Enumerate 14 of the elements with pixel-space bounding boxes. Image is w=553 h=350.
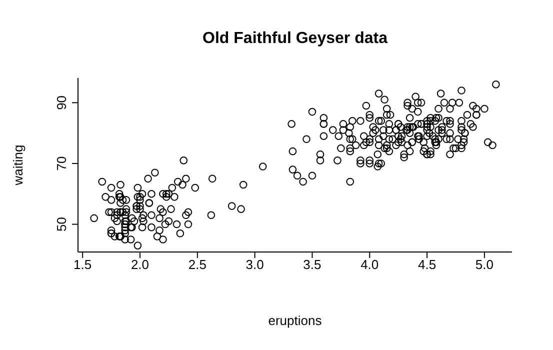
x-tick-label: 5.0 xyxy=(475,257,494,272)
y-tick-label: 50 xyxy=(54,217,69,232)
x-axis-title: eruptions xyxy=(267,313,323,328)
x-tick-label: 3.0 xyxy=(246,257,264,272)
x-tick-label: 1.5 xyxy=(74,257,92,272)
y-tick-label: 70 xyxy=(54,156,69,171)
x-tick-label: 2.0 xyxy=(130,257,150,272)
x-tick-label: 4.5 xyxy=(418,257,436,272)
y-axis-title: waiting xyxy=(10,144,26,186)
chart-title: Old Faithful Geyser data xyxy=(202,30,389,48)
x-tick-label: 4.0 xyxy=(360,257,379,272)
y-tick-label: 90 xyxy=(54,95,69,110)
x-tick-label: 2.5 xyxy=(188,257,206,272)
x-tick-label: 3.5 xyxy=(303,257,322,272)
